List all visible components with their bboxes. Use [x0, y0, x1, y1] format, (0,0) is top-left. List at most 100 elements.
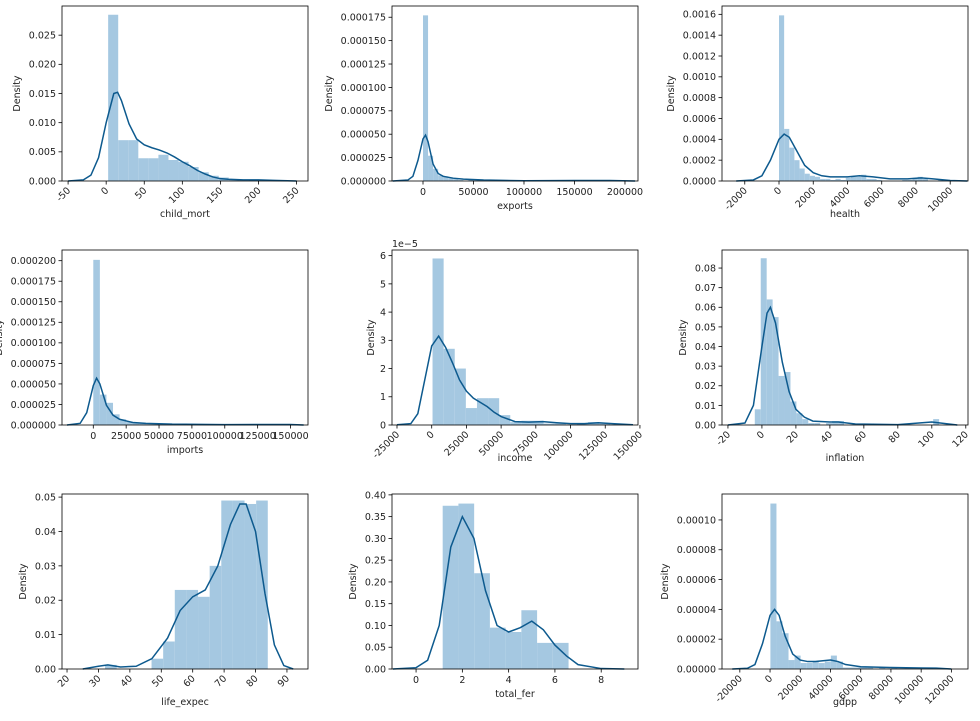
x-axis-label: health: [830, 209, 860, 220]
y-tick-label: 0.000200: [11, 256, 56, 267]
histogram-bar: [779, 15, 785, 181]
y-tick-label: 2: [380, 364, 386, 375]
y-tick-label: 0.0000: [683, 176, 716, 187]
histogram-bar: [818, 663, 825, 669]
histogram-bar: [438, 175, 444, 181]
x-tick-label: 75000: [177, 431, 207, 442]
histogram-bar: [468, 180, 474, 181]
histogram-bar: [912, 177, 918, 181]
histogram-bar: [138, 158, 149, 181]
x-tick-label: 50000: [458, 187, 488, 198]
x-tick-label: 200000: [607, 187, 643, 198]
subplot: 0.00 0.01 0.02 0.03 0.04 0.05 20 30 40 50 60 70 80 90…: [18, 492, 309, 708]
y-tick-label: 4: [380, 307, 386, 318]
y-offset-label: 1e−5: [392, 239, 418, 250]
y-axis-label: Density: [666, 75, 677, 111]
x-tick-label: 90: [276, 673, 292, 689]
y-tick-label: 0.00010: [677, 515, 716, 526]
y-axis-label: Density: [678, 319, 689, 355]
y-tick-label: 0.000050: [11, 379, 56, 390]
histogram-bar: [198, 172, 209, 181]
axes-frame: [721, 493, 969, 670]
histogram-bar: [448, 178, 454, 181]
y-tick-label: 5: [380, 279, 386, 290]
histogram-bar: [842, 667, 849, 669]
x-tick-label: 120: [950, 429, 971, 450]
y-tick-label: 0.000075: [11, 359, 56, 370]
x-tick-label: 0: [413, 675, 419, 686]
x-tick-label: 2: [459, 675, 465, 686]
y-tick-label: 0.00008: [677, 545, 716, 556]
x-tick-label: 25000: [442, 429, 471, 458]
y-tick-label: 0.01: [695, 401, 716, 412]
histogram-bar: [784, 372, 791, 425]
x-tick-label: 6000: [862, 185, 887, 210]
subplot: 0.000000 0.000025 0.000050 0.000075 0.000100…: [324, 5, 643, 212]
x-tick-label: 100: [916, 429, 937, 450]
histogram-bar: [145, 424, 153, 425]
histogram-bar: [168, 160, 179, 181]
histogram-bar: [789, 147, 795, 181]
histogram-bar: [826, 423, 833, 425]
histogram-bar: [772, 317, 779, 425]
x-tick-label: 100: [167, 185, 188, 206]
histogram-bar: [106, 402, 114, 425]
histogram-bar: [806, 663, 813, 669]
histogram-bar: [423, 15, 429, 181]
histogram-bar: [917, 176, 923, 181]
histogram-bar: [505, 631, 522, 669]
histogram-bar: [922, 178, 928, 181]
y-tick-label: 0.010: [29, 118, 56, 129]
x-tick-label: 0: [755, 429, 767, 441]
x-tick-label: 50: [133, 185, 149, 201]
histogram-bar: [784, 128, 790, 181]
x-tick-label: 125000: [577, 429, 610, 462]
histogram-bar: [113, 414, 120, 425]
histogram-bar: [845, 177, 851, 181]
x-tick-label: 100000: [506, 187, 542, 198]
histogram-bar: [836, 661, 843, 669]
histogram-bar: [788, 660, 795, 669]
y-tick-label: 0.000100: [341, 83, 386, 94]
x-axis-label: inflation: [826, 453, 865, 464]
y-tick-label: 0.0008: [683, 93, 716, 104]
kde-line: [732, 608, 952, 670]
x-tick-label: 150000: [556, 187, 592, 198]
y-axis-label: Density: [12, 75, 23, 111]
histogram-bar: [118, 140, 129, 181]
kde-line: [392, 514, 625, 670]
y-tick-label: 0.20: [365, 577, 386, 588]
x-tick-label: 40: [819, 429, 835, 445]
y-tick-label: 0.35: [365, 512, 386, 523]
histogram-bar: [543, 423, 555, 425]
histogram-bar: [453, 179, 459, 181]
x-tick-label: 8: [598, 675, 604, 686]
histogram-bar: [554, 423, 566, 425]
histogram-bar: [861, 174, 867, 181]
histogram-bar: [537, 642, 553, 669]
x-tick-label: 150000: [272, 431, 308, 442]
y-tick-label: 0.01: [35, 630, 56, 641]
y-axis-label: Density: [324, 75, 335, 111]
x-tick-label: 2000: [793, 185, 818, 210]
x-axis-label: income: [498, 453, 533, 464]
x-tick-label: 100000: [893, 673, 926, 706]
x-tick-label: 20: [56, 673, 72, 689]
x-axis-label: child_mort: [160, 209, 210, 220]
histogram-bar: [776, 621, 783, 669]
histogram-bar: [443, 348, 455, 425]
histogram-bar: [754, 409, 761, 425]
y-tick-label: 0.000125: [11, 318, 56, 329]
histogram-bar: [814, 176, 821, 181]
histogram-bar: [443, 176, 449, 181]
x-tick-label: 150: [205, 185, 226, 206]
histogram-bar: [209, 565, 222, 669]
histogram-bar: [814, 423, 821, 425]
x-axis-label: gdpp: [833, 697, 857, 708]
histogram-bar: [174, 589, 187, 669]
y-tick-label: 0.30: [365, 534, 386, 545]
histogram-bar: [99, 394, 107, 425]
x-tick-label: 0: [763, 673, 775, 685]
histogram-bar: [454, 368, 466, 425]
histogram-bar: [432, 258, 444, 425]
